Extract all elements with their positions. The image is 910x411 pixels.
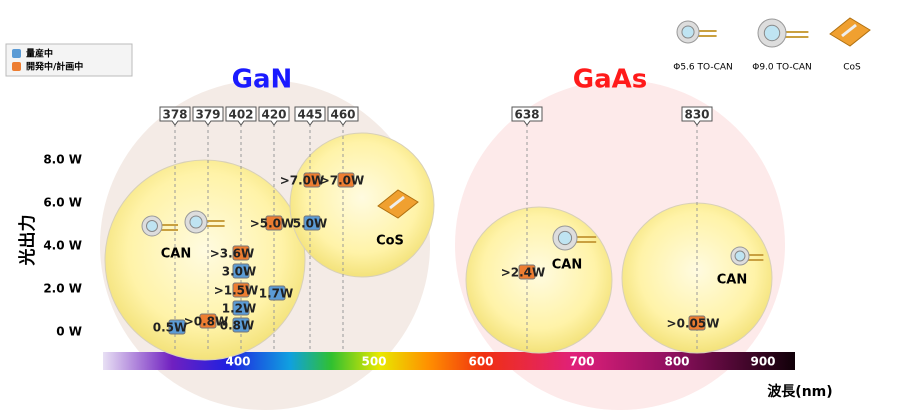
flag	[258, 106, 290, 126]
flag	[327, 106, 359, 126]
y-tick-label: 4.0 W	[43, 239, 82, 253]
lead	[202, 225, 225, 227]
point-marker	[303, 172, 321, 188]
lead	[572, 241, 597, 243]
lead	[202, 220, 225, 222]
lead	[572, 236, 597, 238]
point-label: 0.8W	[220, 319, 255, 333]
y-tick-label: 2.0 W	[43, 282, 82, 296]
x-tick-label: 800	[664, 355, 689, 369]
point-label: >7.0W	[320, 174, 365, 188]
x-tick-label: 500	[361, 355, 386, 369]
can-window	[681, 25, 695, 39]
lead	[158, 229, 178, 231]
legend-swatch	[12, 49, 21, 58]
point-label: 0.5W	[153, 321, 188, 335]
lead	[780, 36, 809, 38]
legend-swatch	[12, 62, 21, 71]
point-label: >5.0W	[250, 217, 295, 231]
point-marker	[268, 285, 286, 301]
wavelength-label: 420	[261, 108, 286, 122]
point-label: >7.0W	[280, 174, 325, 188]
circle-label: CAN	[161, 247, 191, 262]
point-marker	[232, 300, 250, 316]
point-label: >2.4W	[501, 266, 546, 280]
point-label: 5.0W	[293, 217, 328, 231]
x-tick-label: 400	[225, 355, 250, 369]
y-tick-label: 0 W	[56, 325, 82, 339]
point-label: >3.6W	[210, 247, 255, 261]
point-marker	[337, 172, 355, 188]
point-label: 3.0W	[222, 265, 257, 279]
can-circle	[104, 159, 306, 361]
wavelength-label: 402	[228, 108, 253, 122]
package-label: Φ9.0 TO-CAN	[752, 63, 812, 73]
cos-stripe	[389, 195, 405, 210]
circle-label: CoS	[376, 234, 404, 249]
legend-label: 開発中/計画中	[26, 61, 83, 73]
point-label: >1.5W	[214, 284, 259, 298]
point-marker	[232, 317, 250, 333]
lead	[780, 31, 809, 33]
group-title: GaN	[232, 65, 293, 95]
flag	[192, 106, 224, 126]
lead	[745, 259, 764, 261]
flag	[294, 106, 326, 126]
flag	[225, 106, 257, 126]
x-tick-label: 600	[468, 355, 493, 369]
can-window	[557, 230, 573, 246]
can-window	[146, 220, 158, 232]
lead	[745, 254, 764, 256]
point-marker	[168, 319, 186, 335]
wavelength-label: 445	[297, 108, 322, 122]
wavelength-label: 460	[330, 108, 355, 122]
flag	[511, 106, 543, 126]
can-window	[734, 250, 746, 262]
point-marker	[518, 264, 536, 280]
point-label: >0.05W	[667, 317, 720, 331]
package-label: CoS	[843, 63, 861, 73]
legend-box	[5, 43, 133, 77]
package-label: Φ5.6 TO-CAN	[673, 63, 733, 73]
cos-stripe	[841, 23, 857, 38]
can-window	[189, 215, 203, 229]
can-window	[763, 24, 781, 42]
cos-chip	[377, 189, 419, 219]
point-label: 1.2W	[222, 302, 257, 316]
x-tick-label: 900	[750, 355, 775, 369]
lead	[694, 30, 717, 32]
point-label: >0.8W	[184, 315, 229, 329]
group-title: GaAs	[573, 65, 647, 95]
y-tick-label: 8.0 W	[43, 153, 82, 167]
circle-label: CAN	[717, 273, 747, 288]
point-marker	[232, 245, 250, 261]
legend-label: 量産中	[26, 48, 53, 60]
cos-circle	[289, 132, 435, 278]
y-tick-label: 6.0 W	[43, 196, 82, 210]
spectrum-bar	[103, 352, 795, 370]
circle-label: CAN	[552, 258, 582, 273]
x-tick-label: 700	[569, 355, 594, 369]
can-circle	[465, 206, 613, 354]
wavelength-label: 638	[514, 108, 539, 122]
y-axis-label: 光出力	[17, 215, 38, 267]
wavelength-label: 830	[684, 108, 709, 122]
point-marker	[688, 315, 706, 331]
x-axis-label: 波長(nm)	[767, 383, 832, 400]
point-marker	[232, 263, 250, 279]
flag	[159, 106, 191, 126]
point-marker	[265, 215, 283, 231]
point-marker	[232, 282, 250, 298]
lead	[694, 35, 717, 37]
cos-chip	[829, 17, 871, 47]
lead	[158, 224, 178, 226]
flag	[681, 106, 713, 126]
point-marker	[199, 313, 217, 329]
wavelength-label: 379	[195, 108, 220, 122]
point-marker	[303, 215, 321, 231]
point-label: 1.7W	[259, 287, 294, 301]
wavelength-label: 378	[162, 108, 187, 122]
